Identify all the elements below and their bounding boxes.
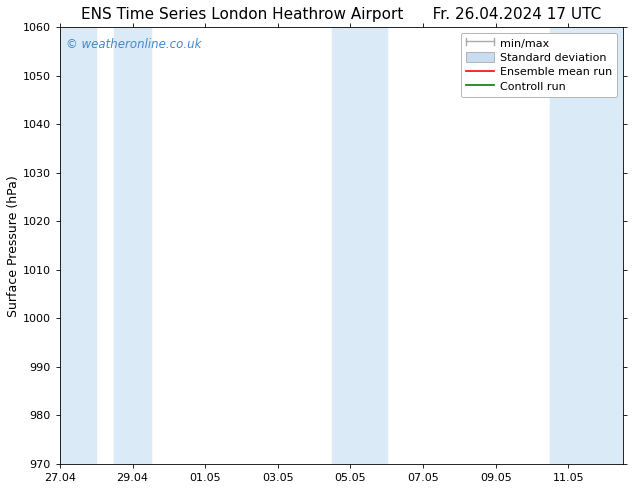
Legend: min/max, Standard deviation, Ensemble mean run, Controll run: min/max, Standard deviation, Ensemble me… [461,33,618,97]
Title: ENS Time Series London Heathrow Airport      Fr. 26.04.2024 17 UTC: ENS Time Series London Heathrow Airport … [81,7,602,22]
Bar [550,27,623,464]
Y-axis label: Surface Pressure (hPa): Surface Pressure (hPa) [7,175,20,317]
Bar [332,27,387,464]
Bar [114,27,151,464]
Text: © weatheronline.co.uk: © weatheronline.co.uk [65,38,201,51]
Bar [60,27,96,464]
